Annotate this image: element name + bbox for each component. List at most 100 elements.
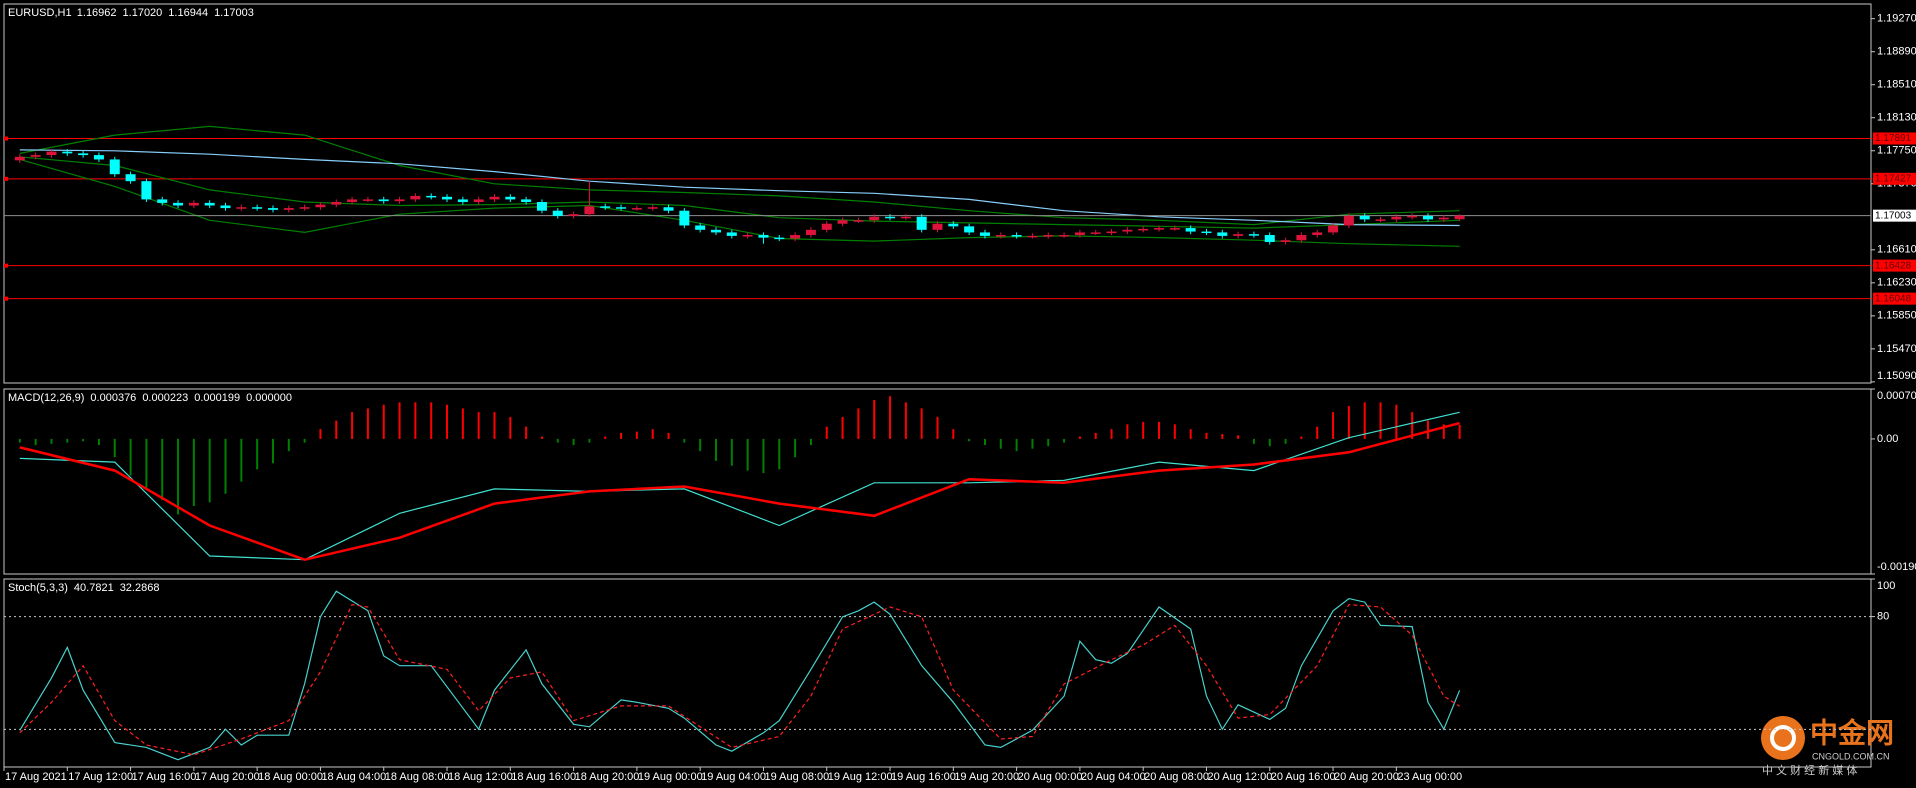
- candle-body: [1407, 215, 1418, 218]
- candle-body: [995, 235, 1006, 237]
- watermark-logo-mark: [1770, 725, 1796, 751]
- x-tick-label: 18 Aug 20:00: [575, 771, 640, 783]
- x-tick-label: 19 Aug 12:00: [828, 771, 893, 783]
- candle-body: [1027, 235, 1038, 238]
- x-tick-label: 18 Aug 00:00: [258, 771, 323, 783]
- candle-body: [442, 196, 453, 200]
- candle-body: [679, 210, 690, 226]
- header-value: 0.000223: [142, 392, 188, 404]
- y-tick-label: 1.16610: [1877, 244, 1916, 256]
- candle-body: [979, 232, 990, 236]
- candle-body: [1248, 234, 1259, 236]
- candle-body: [267, 208, 278, 210]
- candle-body: [1280, 240, 1291, 242]
- header-value: 1.17020: [123, 7, 163, 19]
- level-label: 1.17427: [1875, 173, 1912, 184]
- candle-body: [1106, 231, 1117, 234]
- candle-body: [647, 207, 658, 209]
- x-tick-label: 23 Aug 00:00: [1397, 771, 1462, 783]
- candle-body: [62, 151, 73, 154]
- candle-body: [1011, 235, 1022, 237]
- candle-body: [347, 199, 358, 203]
- level-marker: [4, 296, 8, 301]
- x-tick-label: 20 Aug 00:00: [1018, 771, 1083, 783]
- candle-body: [1185, 228, 1196, 232]
- candle-body: [188, 202, 199, 206]
- candle-body: [552, 210, 563, 216]
- candle-body: [14, 156, 25, 161]
- x-tick-label: 17 Aug 16:00: [132, 771, 197, 783]
- x-tick-label: 19 Aug 08:00: [764, 771, 829, 783]
- stoch-panel: [3, 578, 1872, 768]
- y-tick-label: 1.15850: [1877, 310, 1916, 322]
- candle-body: [695, 225, 706, 230]
- candle-body: [173, 202, 184, 206]
- x-tick-label: 20 Aug 12:00: [1207, 771, 1272, 783]
- candle-body: [1312, 232, 1323, 236]
- candle-body: [948, 223, 959, 227]
- stoch-line: [19, 590, 1461, 761]
- level-label-box: [1873, 172, 1916, 185]
- candle-body: [457, 199, 468, 203]
- candle-body: [109, 159, 120, 175]
- y-tick-label: 80: [1877, 611, 1889, 623]
- header-value: 0.000376: [90, 392, 136, 404]
- candle-body: [900, 216, 911, 219]
- candle-body: [1154, 228, 1165, 230]
- candle-body: [869, 216, 880, 221]
- candle-body: [426, 195, 437, 198]
- candle-body: [821, 223, 832, 230]
- candle-body: [252, 207, 263, 209]
- x-tick-label: 19 Aug 16:00: [891, 771, 956, 783]
- candle-body: [315, 204, 326, 208]
- candle-body: [1375, 219, 1386, 221]
- candle-body: [1074, 232, 1085, 236]
- x-tick-label: 17 Aug 2021: [5, 771, 67, 783]
- level-marker: [4, 176, 8, 181]
- candle-body: [125, 174, 136, 182]
- candle-body: [489, 196, 500, 200]
- band-line: [19, 149, 1460, 227]
- x-tick-label: 20 Aug 20:00: [1334, 771, 1399, 783]
- panel-name: MACD(12,26,9): [8, 392, 84, 404]
- x-tick-label: 18 Aug 04:00: [321, 771, 386, 783]
- candle-body: [837, 220, 848, 224]
- candle-body: [774, 237, 785, 240]
- candle-body: [1343, 215, 1354, 226]
- panel-name: Stoch(5,3,3): [8, 582, 68, 594]
- y-tick-label: 0.00: [1877, 433, 1898, 445]
- candle-body: [916, 216, 927, 230]
- candle-body: [568, 214, 579, 216]
- x-tick-label: 20 Aug 16:00: [1271, 771, 1336, 783]
- level-label: 1.16428: [1875, 260, 1912, 271]
- level-marker: [4, 263, 8, 268]
- watermark-url: CNGOLD.COM.CN: [1812, 751, 1890, 761]
- candle-body: [1391, 216, 1402, 220]
- candle-body: [710, 229, 721, 233]
- candle-body: [584, 206, 595, 215]
- header-value: 0.000000: [246, 392, 292, 404]
- candle-body: [932, 223, 943, 230]
- candle-body: [805, 229, 816, 236]
- y-tick-label: 1.17750: [1877, 145, 1916, 157]
- candle-body: [362, 199, 373, 201]
- level-label: 1.16048: [1875, 293, 1912, 304]
- x-tick-label: 18 Aug 16:00: [511, 771, 576, 783]
- y-tick-label: 1.18510: [1877, 79, 1916, 91]
- band-line: [19, 158, 1460, 247]
- band-line: [19, 156, 1460, 229]
- y-tick-label: -0.001905: [1877, 561, 1916, 573]
- candle-body: [964, 226, 975, 233]
- price-panel: [3, 3, 1872, 384]
- candle-body: [30, 155, 41, 157]
- candle-body: [790, 235, 801, 239]
- y-tick-label: 1.15090: [1877, 370, 1916, 382]
- header-value: 40.7821: [74, 582, 114, 594]
- watermark-name: 中金网: [1810, 716, 1894, 748]
- macd-line: [19, 421, 1460, 562]
- candle-body: [220, 205, 231, 209]
- candle-body: [236, 207, 247, 209]
- candle-body: [1359, 215, 1370, 220]
